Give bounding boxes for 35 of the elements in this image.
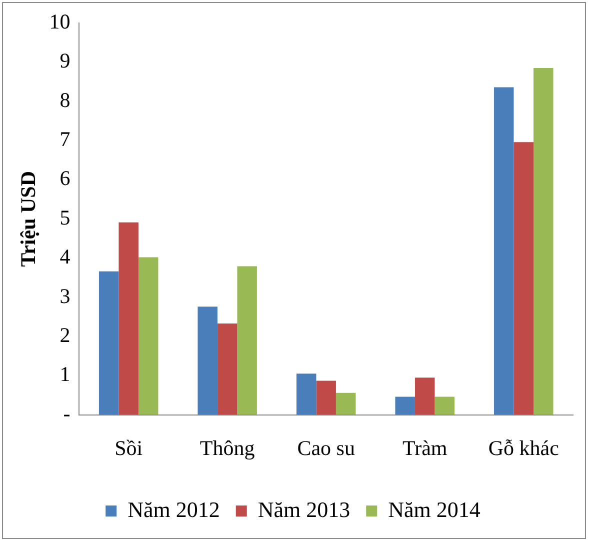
bar [395, 396, 415, 415]
y-tick-label: 3 [60, 284, 70, 308]
y-tick-label: 10 [49, 10, 70, 34]
bar [494, 87, 514, 415]
legend-label: Năm 2012 [128, 496, 220, 522]
bar [118, 222, 138, 415]
bar [237, 266, 257, 415]
y-tick-label: 1 [60, 362, 70, 386]
x-tick-label: Gỗ khác [488, 436, 559, 460]
y-tick-label: 4 [60, 244, 71, 269]
x-tick-label: Thông [200, 436, 256, 460]
bar [533, 68, 554, 415]
y-tick-label: - [63, 401, 70, 426]
bar [138, 257, 158, 415]
x-tick-label: Cao su [297, 436, 356, 460]
y-tick-label: 2 [60, 322, 70, 347]
y-tick-label: 5 [60, 205, 70, 230]
x-tick-label: Tràm [402, 436, 448, 460]
bar [414, 378, 435, 415]
bar [296, 374, 316, 415]
y-axis-title: Triệu USD [16, 170, 40, 267]
bar [98, 271, 119, 415]
y-tick-label: 7 [60, 127, 70, 152]
bar [198, 306, 218, 415]
bar [217, 324, 238, 415]
legend-label: Năm 2014 [388, 496, 480, 522]
bar [336, 392, 356, 415]
bar [514, 142, 534, 415]
y-tick-label: 6 [60, 166, 70, 190]
y-tick-label: 8 [60, 88, 70, 112]
bar [316, 380, 336, 415]
y-tick-label: 9 [60, 48, 70, 73]
legend-label: Năm 2013 [258, 496, 350, 522]
bar [434, 396, 454, 415]
x-tick-label: Sồi [114, 436, 143, 460]
